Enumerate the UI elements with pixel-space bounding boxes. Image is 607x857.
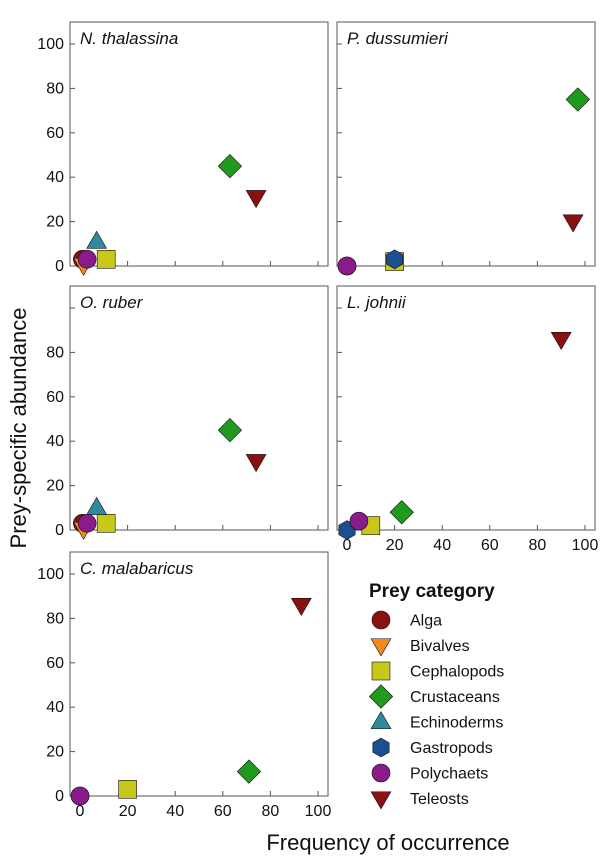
legend-marker-alga — [371, 610, 391, 630]
point-polychaets — [70, 786, 90, 806]
point-cephalopods — [118, 780, 137, 799]
legend-marker-teleosts — [370, 791, 392, 810]
legend-item-cephalopods: Cephalopods — [371, 661, 504, 681]
legend-label: Echinoderms — [410, 715, 503, 732]
legend-item-gastropods: Gastropods — [372, 737, 493, 758]
x-tick-label: 40 — [166, 803, 184, 820]
x-tick-label: 80 — [262, 803, 280, 820]
point-teleosts — [290, 598, 312, 617]
point-polychaets — [77, 250, 97, 269]
panel-frame — [336, 21, 596, 267]
point-crustaceans — [565, 87, 590, 112]
point-echinoderms — [86, 496, 108, 515]
legend-item-polychaets: Polychaets — [371, 763, 488, 783]
y-tick-label: 80 — [46, 80, 64, 97]
panel-l-johnii: 0 20 40 60 80 100 L. johnii — [336, 285, 599, 554]
y-tick-label: 20 — [46, 214, 64, 231]
y-tick-label: 0 — [55, 258, 64, 275]
legend: Prey category Alga Bivalves Cephalopods Cru… — [368, 581, 504, 810]
legend-marker-bivalves — [370, 638, 392, 657]
legend-item-alga: Alga — [371, 610, 442, 630]
point-polychaets — [337, 256, 357, 276]
legend-label: Gastropods — [410, 740, 493, 757]
legend-item-echinoderms: Echinoderms — [370, 711, 503, 732]
point-cephalopods — [96, 514, 116, 533]
x-tick-label: 40 — [433, 537, 451, 554]
point-crustaceans — [217, 153, 243, 179]
legend-marker-gastropods — [372, 737, 390, 758]
panel-p-dussumieri: P. dussumieri — [336, 21, 596, 276]
point-polychaets — [349, 511, 369, 531]
y-tick-label: 20 — [46, 744, 64, 761]
y-tick-label: 100 — [37, 566, 64, 583]
panel-frame — [336, 285, 596, 531]
y-axis-title: Prey-specific abundance — [6, 308, 31, 549]
legend-label: Teleosts — [410, 791, 469, 808]
y-tick-label: 0 — [55, 788, 64, 805]
legend-marker-echinoderms — [370, 711, 392, 730]
x-tick-label: 100 — [305, 803, 332, 820]
legend-label: Polychaets — [410, 766, 488, 783]
y-tick-label: 100 — [37, 36, 64, 53]
x-tick-label: 20 — [386, 537, 404, 554]
x-tick-label: 100 — [572, 537, 599, 554]
y-tick-label: 60 — [46, 655, 64, 672]
point-crustaceans — [236, 759, 262, 784]
legend-item-teleosts: Teleosts — [370, 791, 469, 810]
point-gastropods — [386, 249, 404, 270]
x-tick-label: 80 — [529, 537, 547, 554]
legend-item-crustaceans: Crustaceans — [368, 684, 500, 709]
legend-item-bivalves: Bivalves — [370, 638, 470, 657]
panel-title: P. dussumieri — [347, 29, 449, 48]
y-tick-label: 40 — [46, 433, 64, 450]
legend-label: Cephalopods — [410, 664, 504, 681]
panel-frame — [69, 285, 329, 531]
panel-frame — [69, 551, 329, 797]
y-tick-label: 0 — [55, 522, 64, 539]
point-teleosts — [550, 332, 572, 351]
y-tick-label: 40 — [46, 699, 64, 716]
y-tick-label: 60 — [46, 125, 64, 142]
point-teleosts — [245, 454, 267, 473]
point-crustaceans — [389, 500, 414, 525]
x-tick-label: 0 — [76, 803, 85, 820]
y-tick-label: 40 — [46, 169, 64, 186]
legend-marker-crustaceans — [368, 684, 394, 709]
panel-o-ruber: 0 20 40 60 80 O. ruber — [46, 285, 329, 540]
x-tick-label: 60 — [214, 803, 232, 820]
panel-title: N. thalassina — [80, 29, 178, 48]
legend-label: Bivalves — [410, 638, 470, 655]
point-cephalopods — [96, 250, 116, 269]
panel-title: L. johnii — [347, 293, 407, 312]
point-teleosts — [245, 190, 267, 209]
legend-label: Crustaceans — [410, 689, 500, 706]
x-tick-label: 0 — [343, 537, 352, 554]
y-tick-label: 80 — [46, 610, 64, 627]
x-tick-label: 60 — [481, 537, 499, 554]
legend-marker-cephalopods — [371, 661, 391, 681]
y-tick-label: 60 — [46, 389, 64, 406]
panel-frame — [69, 21, 329, 267]
point-crustaceans — [217, 417, 243, 443]
point-teleosts — [562, 214, 584, 233]
point-echinoderms — [86, 230, 108, 249]
point-polychaets — [77, 514, 97, 533]
panel-c-malabaricus: 0 20 40 60 80 100 0 20 40 60 80 100 C. malabaricus — [37, 551, 332, 820]
panel-title: C. malabaricus — [80, 559, 194, 578]
legend-title: Prey category — [369, 581, 495, 602]
panel-title: O. ruber — [80, 293, 144, 312]
y-tick-label: 20 — [46, 478, 64, 495]
legend-marker-polychaets — [371, 763, 391, 783]
x-tick-label: 20 — [119, 803, 137, 820]
legend-label: Alga — [410, 613, 442, 630]
panel-n-thalassina: 0 20 40 60 80 100 N. thalassina — [37, 21, 329, 276]
x-axis-title: Frequency of occurrence — [266, 830, 509, 855]
y-tick-label: 80 — [46, 344, 64, 361]
